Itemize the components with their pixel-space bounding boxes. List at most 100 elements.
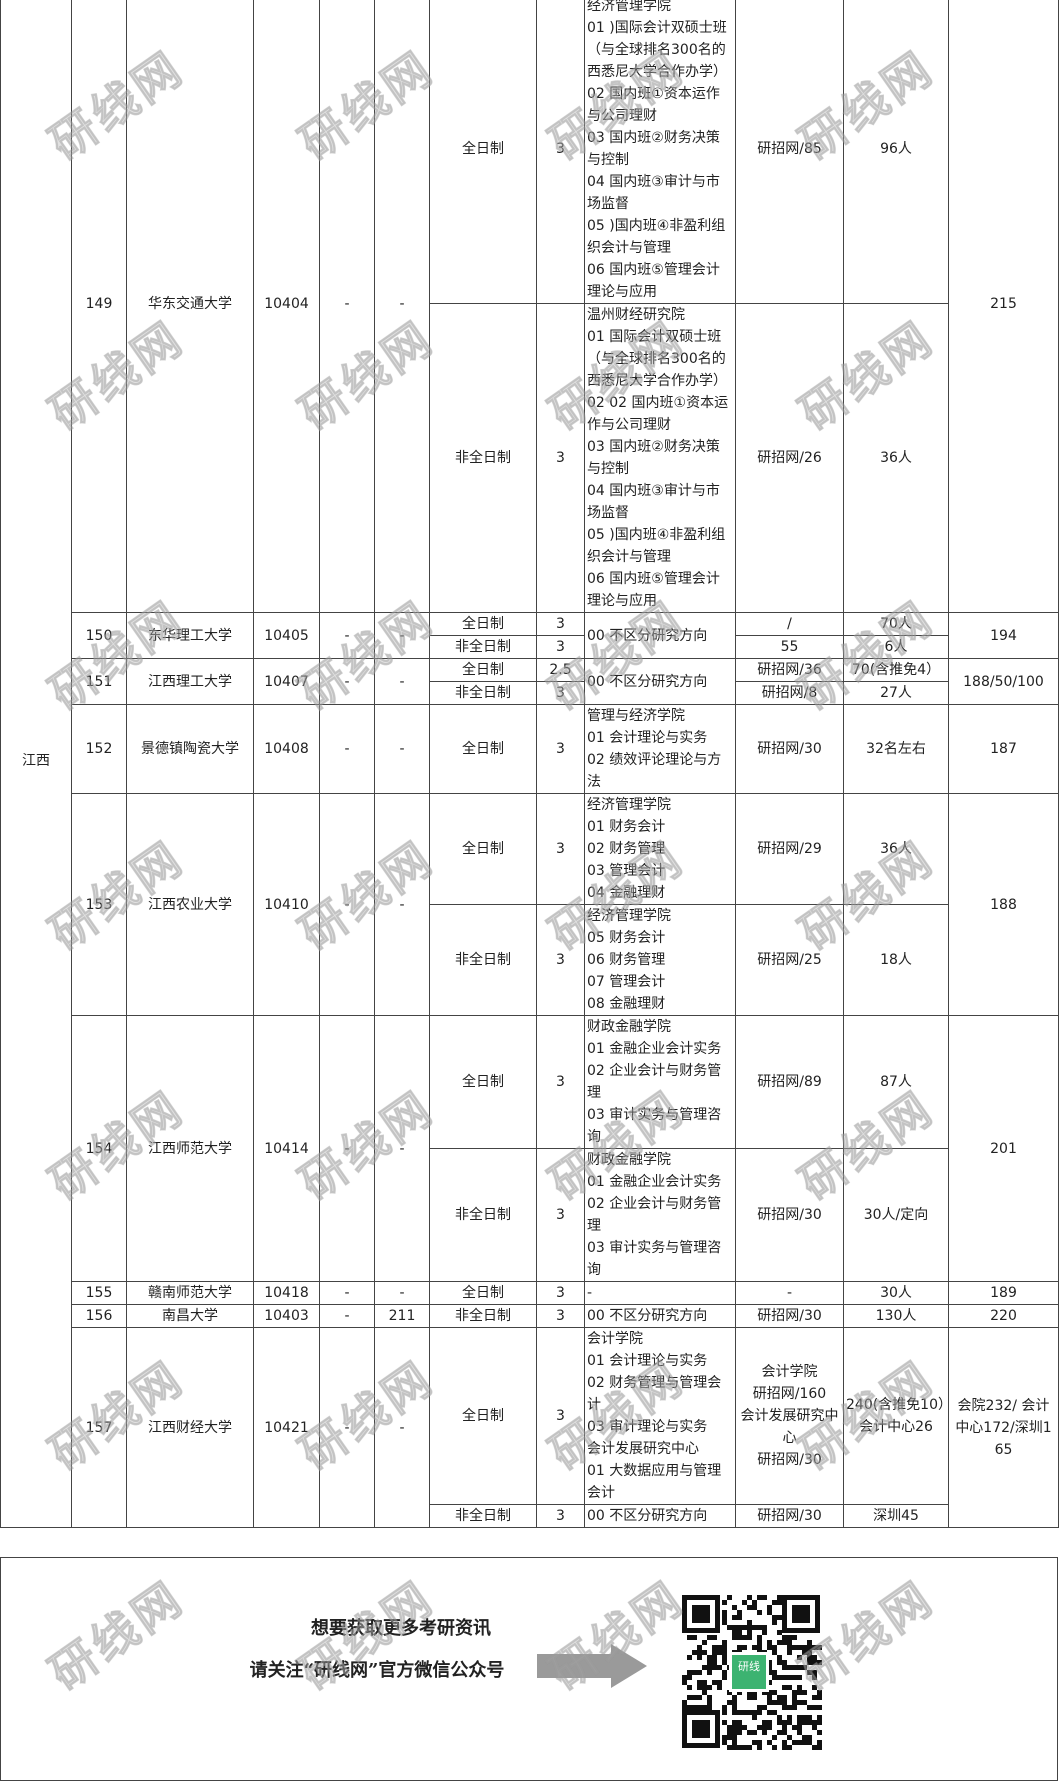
plan-line: 6人 bbox=[884, 639, 908, 655]
qr-module bbox=[797, 1725, 802, 1730]
qr-module bbox=[682, 1675, 687, 1680]
qr-module bbox=[797, 1740, 802, 1745]
qr-module bbox=[807, 1705, 812, 1710]
plan-line: 36人 bbox=[880, 841, 912, 857]
direction-cell: 财政金融学院 01 金融企业会计实务 02 企业会计与财务管理 03 审计实务与管理咨… bbox=[584, 1148, 736, 1282]
plan-line: 87人 bbox=[880, 1074, 912, 1090]
qr-module bbox=[807, 1650, 812, 1655]
direction-line: 01 国际会计双硕士班（与全球排名300名的西悉尼大学合作办学） bbox=[587, 329, 727, 389]
qr-module bbox=[792, 1665, 797, 1670]
qr-module bbox=[732, 1625, 737, 1630]
plan-cell: 36人 bbox=[843, 793, 949, 905]
qr-module bbox=[807, 1720, 812, 1725]
table-row: 154 江西师范大学 10414- - 全日制 3 财政金融学院 01 金融企业会计实务 02 … bbox=[1, 1015, 1059, 1282]
years-cell: 3 bbox=[536, 1304, 585, 1328]
c5-cell: - bbox=[319, 1015, 375, 1282]
qr-module bbox=[797, 1715, 802, 1720]
qr-module bbox=[777, 1630, 782, 1635]
table-row: 151 江西理工大学 10407- - 全日制 2.5 00 不区分研究方向 研招网/36 70… bbox=[1, 658, 1059, 705]
source-line: 研招网/30 bbox=[757, 1452, 822, 1468]
mode-cell: 非全日制 bbox=[429, 635, 537, 659]
qr-module bbox=[782, 1660, 787, 1665]
qr-module bbox=[717, 1685, 722, 1690]
source-line: 会计发展研究中心 bbox=[740, 1408, 839, 1446]
qr-module bbox=[742, 1635, 747, 1640]
qr-module bbox=[777, 1660, 782, 1665]
qr-module bbox=[757, 1595, 762, 1600]
qr-module bbox=[752, 1645, 757, 1650]
direction-line: 02 绩效评论理论与方法 bbox=[587, 752, 722, 790]
qr-module bbox=[762, 1720, 767, 1725]
no-cell: 156 bbox=[71, 1304, 127, 1328]
no-cell: 151 bbox=[71, 658, 127, 705]
qr-module bbox=[737, 1630, 742, 1635]
qr-module bbox=[732, 1725, 737, 1730]
qr-module bbox=[807, 1735, 812, 1740]
qr-module bbox=[697, 1685, 702, 1690]
qr-module bbox=[722, 1705, 727, 1710]
mode-cell: 全日制 bbox=[429, 1015, 537, 1149]
qr-module bbox=[707, 1695, 712, 1700]
plan-cell: 30人/定向 bbox=[843, 1148, 949, 1282]
plan-cell: 27人 bbox=[843, 681, 949, 705]
qr-module bbox=[767, 1740, 772, 1745]
qr-module bbox=[752, 1600, 757, 1605]
table-row: 非全日制 3 经济管理学院 05 财务会计 06 财务管理 07 管理会计 08 金融理财 研… bbox=[1, 904, 1059, 1016]
total-cell: 220 bbox=[948, 1304, 1059, 1328]
qr-module bbox=[767, 1720, 772, 1725]
qr-module bbox=[757, 1705, 762, 1710]
qr-module bbox=[802, 1700, 807, 1705]
direction-line: 07 管理会计 bbox=[587, 974, 666, 990]
plan-line: 18人 bbox=[880, 952, 912, 968]
qr-module bbox=[757, 1640, 762, 1645]
qr-module bbox=[707, 1705, 712, 1710]
admission-table: 江西 149 华东交通大学 10404- - 全日制 3 经济管理学院 01 )国际会计双硕士班… bbox=[0, 0, 1059, 1528]
name-cell: 江西农业大学 bbox=[126, 793, 254, 1016]
mode-cell: 全日制 bbox=[429, 1281, 537, 1305]
direction-line: 04 金融理财 bbox=[587, 885, 666, 901]
qr-module bbox=[817, 1745, 822, 1750]
footer-line2: 请关注“研线网”官方微信公众号 bbox=[249, 1660, 505, 1681]
qr-module bbox=[737, 1720, 742, 1725]
qr-module bbox=[692, 1635, 697, 1640]
direction-line: 06 财务管理 bbox=[587, 952, 666, 968]
qr-module bbox=[742, 1625, 747, 1630]
qr-module bbox=[722, 1740, 727, 1745]
table-row: 153 江西农业大学 10410- - 全日制 3 经济管理学院 01 财务会计 02 财务管理… bbox=[1, 793, 1059, 1016]
qr-module bbox=[732, 1740, 737, 1745]
qr-module bbox=[797, 1645, 802, 1650]
qr-module bbox=[817, 1690, 822, 1695]
qr-module bbox=[692, 1720, 710, 1738]
qr-module bbox=[732, 1720, 737, 1725]
qr-module bbox=[812, 1695, 817, 1700]
qr-module bbox=[782, 1730, 787, 1735]
direction-line: 会计发展研究中心 bbox=[587, 1441, 699, 1457]
qr-module bbox=[747, 1730, 752, 1735]
years-cell: 3 bbox=[536, 0, 585, 304]
direction-line: 01 )国际会计双硕士班（与全球排名300名的西悉尼大学合作办学） bbox=[587, 20, 727, 80]
qr-module bbox=[702, 1680, 707, 1685]
qr-module bbox=[697, 1680, 702, 1685]
qr-module bbox=[767, 1645, 772, 1650]
direction-cell: 00 不区分研究方向 bbox=[584, 1504, 736, 1528]
c6-cell: - bbox=[374, 1015, 430, 1282]
code-cell: 10410 bbox=[253, 793, 320, 1016]
qr-module bbox=[807, 1645, 812, 1650]
mode-cell: 非全日制 bbox=[429, 1148, 537, 1282]
source-line: 研招网/25 bbox=[757, 952, 822, 968]
source-cell: 研招网/36 bbox=[735, 658, 844, 682]
qr-module bbox=[782, 1700, 787, 1705]
qr-module bbox=[772, 1645, 777, 1650]
years-cell: 3 bbox=[536, 904, 585, 1016]
qr-module bbox=[707, 1655, 712, 1660]
footer-line1: 想要获取更多考研资讯 bbox=[311, 1618, 491, 1639]
table-row: 非全日制 3 研招网/8 27人 bbox=[1, 681, 1059, 705]
years-cell: 3 bbox=[536, 1504, 585, 1528]
qr-module bbox=[732, 1695, 737, 1700]
qr-module bbox=[772, 1650, 777, 1655]
qr-module bbox=[762, 1725, 767, 1730]
qr-module bbox=[767, 1710, 772, 1715]
qr-module bbox=[797, 1700, 802, 1705]
direction-line: 00 不区分研究方向 bbox=[587, 627, 708, 644]
direction-line: 02 02 国内班①资本运作与公司理财 bbox=[587, 395, 729, 433]
